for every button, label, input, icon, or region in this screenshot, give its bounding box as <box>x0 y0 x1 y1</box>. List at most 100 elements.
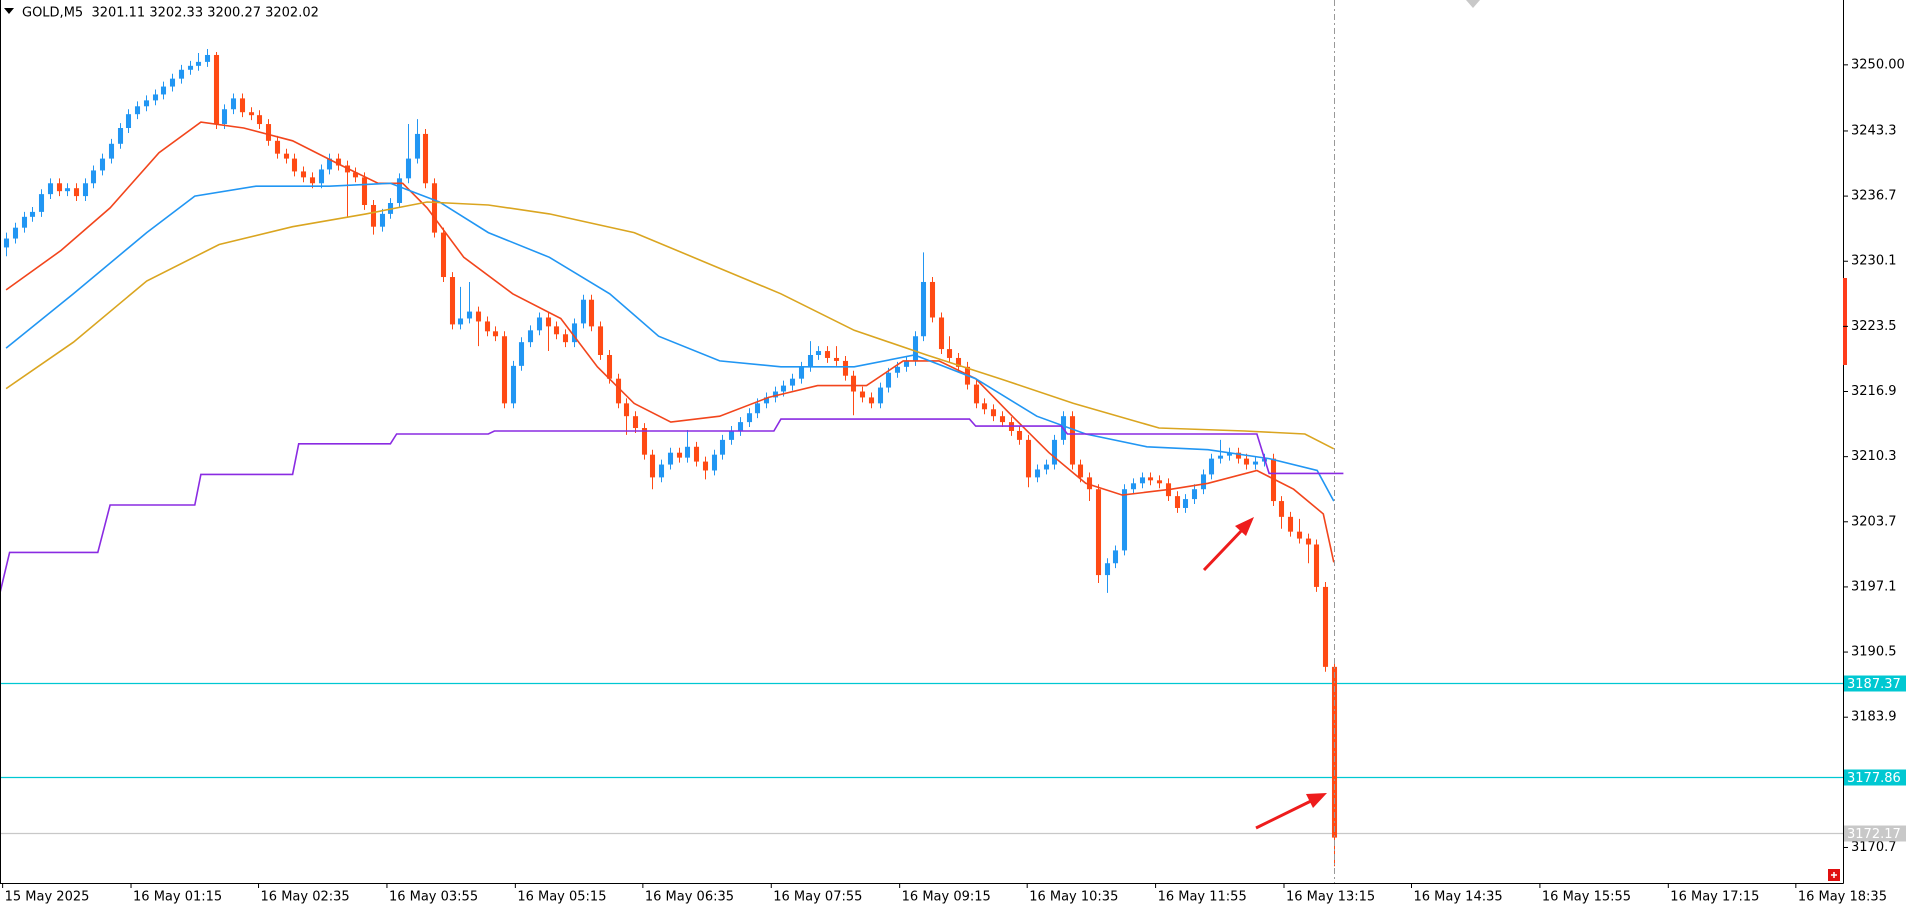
candle-body <box>82 183 89 197</box>
candle-body <box>501 336 508 404</box>
candle-body <box>684 446 691 458</box>
y-tick-label: 3236.7 <box>1851 189 1897 204</box>
candle-body <box>929 281 936 318</box>
chart-title: GOLD,M5 3201.11 3202.33 3200.27 3202.02 <box>22 6 319 21</box>
candle-body <box>510 365 517 404</box>
candle-body <box>1156 480 1163 484</box>
candle-body <box>21 216 28 228</box>
candle-body <box>309 177 316 184</box>
candle-body <box>283 153 290 159</box>
candle-body <box>615 378 622 404</box>
candle-body <box>125 114 132 129</box>
bar-range-marker <box>1843 278 1847 365</box>
x-tick-label: 16 May 01:15 <box>133 890 222 905</box>
candle-body <box>1077 464 1084 478</box>
candle-body <box>300 171 307 178</box>
candle-body <box>1243 458 1250 465</box>
x-tick-label: 16 May 17:15 <box>1670 890 1759 905</box>
candle-body <box>938 317 945 350</box>
candle-body <box>1217 455 1224 459</box>
candle-body <box>3 238 10 248</box>
x-tick-label: 15 May 2025 <box>5 890 90 905</box>
candle-body <box>763 397 770 404</box>
candle-body <box>221 109 228 125</box>
candle-body <box>335 158 342 166</box>
candle-body <box>1322 586 1329 667</box>
candle-body <box>1208 458 1215 475</box>
candle-body <box>38 194 45 212</box>
arrows <box>1202 517 1327 830</box>
candle-body <box>842 360 849 376</box>
candle-body <box>1016 430 1023 440</box>
x-tick-label: 16 May 05:15 <box>517 890 606 905</box>
candle-body <box>580 299 587 324</box>
candle-body <box>1305 538 1312 545</box>
arrow <box>1255 798 1314 830</box>
candle-body <box>457 318 464 325</box>
candle-body <box>195 61 202 66</box>
candle-body <box>711 454 718 471</box>
candle-body <box>885 372 892 388</box>
x-tick-label: 16 May 11:55 <box>1158 890 1247 905</box>
candle-body <box>894 366 901 373</box>
candle-body <box>1051 439 1058 465</box>
candle-body <box>134 106 141 115</box>
level-label: 3187.37 <box>1847 677 1901 692</box>
candle-body <box>527 330 534 343</box>
candle-body <box>379 213 386 227</box>
candle-body <box>973 384 980 404</box>
candle-body <box>562 334 569 343</box>
level-label-box <box>1844 769 1906 786</box>
candle-body <box>1252 461 1259 465</box>
level-label: 3177.86 <box>1847 771 1901 786</box>
candle-body <box>807 354 814 367</box>
candle-body <box>702 461 709 471</box>
candle-body <box>649 454 656 478</box>
candle-body <box>536 317 543 331</box>
candle-body <box>737 422 744 431</box>
candle-body <box>545 317 552 327</box>
candle-body <box>99 158 106 171</box>
candle-body <box>990 409 997 417</box>
candle-body <box>318 169 325 184</box>
candle-body <box>1147 477 1154 481</box>
candle-body <box>56 183 63 192</box>
candle-body <box>1313 544 1320 587</box>
x-tick-label: 16 May 10:35 <box>1029 890 1118 905</box>
candle-body <box>12 227 19 239</box>
y-tick-label: 3203.7 <box>1851 514 1897 529</box>
candle-body <box>693 446 700 462</box>
close-icon <box>1831 872 1837 878</box>
candle-body <box>772 391 779 398</box>
candle-body <box>1182 499 1189 508</box>
candle-body <box>877 387 884 404</box>
candle-body <box>815 351 822 355</box>
candle-body <box>850 375 857 392</box>
candle-body <box>667 452 674 465</box>
candle-body <box>431 183 438 233</box>
x-tick-label: 16 May 13:15 <box>1286 890 1375 905</box>
candle-body <box>824 351 831 358</box>
candle-body <box>475 311 482 322</box>
candle-body <box>396 178 403 204</box>
indicator-line <box>0 418 1344 593</box>
candle-body <box>1112 550 1119 564</box>
candle-body <box>326 158 333 170</box>
candle-body <box>518 342 525 366</box>
candle-body <box>239 98 246 113</box>
x-tick-label: 16 May 15:55 <box>1542 890 1631 905</box>
y-tick-label: 3216.9 <box>1851 384 1897 399</box>
indicator-lines <box>0 121 1344 593</box>
candle-body <box>1043 464 1050 470</box>
candle-body <box>606 354 613 379</box>
candle-body <box>29 211 36 217</box>
candle-body <box>798 366 805 379</box>
x-tick-label: 16 May 07:55 <box>773 890 862 905</box>
candle-body <box>999 416 1006 423</box>
candle-body <box>187 65 194 70</box>
level-label-box <box>1844 825 1906 842</box>
candle-body <box>1174 496 1181 508</box>
candle-body <box>641 428 648 455</box>
candle-body <box>160 86 167 95</box>
